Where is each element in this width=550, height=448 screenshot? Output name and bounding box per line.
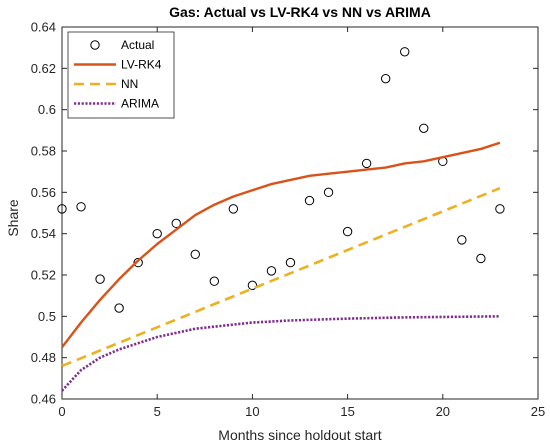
actual-point: [266, 266, 277, 276]
y-tick-label: 0.48: [31, 350, 56, 365]
y-tick-label: 0.58: [31, 144, 56, 159]
nn-line: [61, 186, 501, 368]
actual-point: [476, 253, 486, 264]
y-tick-label: 0.52: [31, 268, 56, 283]
actual-point: [342, 226, 353, 237]
actual-point: [457, 235, 467, 245]
y-tick-label: 0.46: [31, 392, 56, 407]
actual-point: [57, 204, 67, 214]
chart-title: Gas: Actual vs LV-RK4 vs NN vs ARIMA: [169, 4, 431, 20]
actual-point: [400, 47, 410, 57]
actual-point: [152, 228, 162, 239]
y-tick-label: 0.62: [31, 61, 56, 76]
actual-point: [95, 274, 105, 284]
actual-point: [76, 202, 86, 212]
actual-point: [171, 218, 181, 229]
legend-label-arima: ARIMA: [121, 97, 159, 111]
y-axis-label: Share: [5, 199, 21, 237]
y-tick-label: 0.56: [31, 185, 56, 200]
actual-point: [228, 204, 239, 214]
y-tick-label: 0.64: [31, 20, 56, 35]
actual-point: [247, 280, 258, 291]
x-tick-label: 15: [340, 404, 354, 419]
actual-point: [323, 187, 334, 198]
legend-marker-actual: [90, 40, 100, 50]
actual-point: [361, 158, 372, 169]
x-tick-label: 0: [58, 404, 65, 419]
actual-point: [114, 303, 124, 313]
actual-point: [190, 249, 200, 260]
actual-point: [380, 73, 391, 84]
legend: Actual LV-RK4 NN ARIMA: [67, 31, 175, 119]
actual-point: [133, 257, 143, 268]
x-axis-label: Months since holdout start: [218, 427, 382, 443]
legend-label-nn: NN: [121, 77, 138, 91]
y-tick-label: 0.6: [38, 102, 56, 117]
actual-point: [495, 204, 505, 214]
y-tick-label: 0.5: [38, 309, 56, 324]
legend-label-lv-rk4: LV-RK4: [121, 58, 162, 72]
actual-point: [285, 257, 296, 268]
x-tick-label: 20: [436, 404, 450, 419]
legend-label-actual: Actual: [121, 38, 154, 52]
actual-point: [419, 123, 429, 133]
lv-rk4-line: [61, 141, 501, 349]
actual-point: [209, 276, 220, 286]
y-tick-label: 0.54: [31, 226, 56, 241]
actual-point: [304, 195, 315, 206]
x-tick-label: 5: [154, 404, 161, 419]
arima-line: [61, 315, 500, 392]
plot-area: 0 5 10 15 20 25 0.46 0.48 0.5 0.52 0.54 0.56 0.58 0.6…: [31, 20, 546, 420]
x-tick-label: 10: [245, 404, 259, 419]
x-tick-label: 25: [531, 404, 545, 419]
